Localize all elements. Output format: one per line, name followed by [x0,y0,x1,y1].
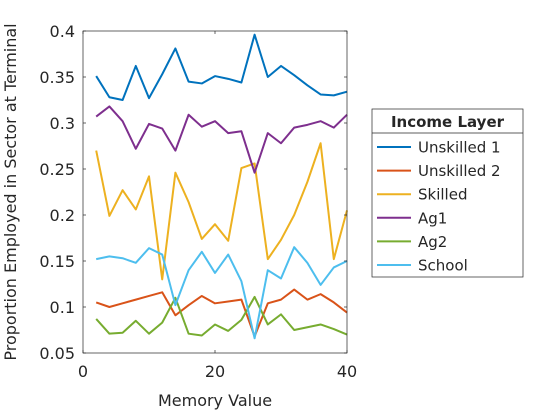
y-tick-label: 0.35 [39,68,75,87]
x-axis-label: Memory Value [158,391,272,410]
series-line-skilled [95,142,348,281]
legend-label-skilled: Skilled [418,186,467,204]
series-line-school [95,246,348,340]
legend-label-unskilled-1: Unskilled 1 [418,139,501,157]
legend-label-ag1: Ag1 [418,209,447,227]
legend-label-ag2: Ag2 [418,233,447,251]
legend-box [371,108,524,278]
legend-label-school: School [418,257,468,275]
y-tick-label: 0.05 [39,344,75,363]
x-axis: 0 20 40 [78,31,357,381]
x-tick-label: 40 [337,362,357,381]
y-tick-label: 0.25 [39,160,75,179]
y-tick-label: 0.1 [50,298,75,317]
series-line-unskilled-1 [95,33,348,101]
legend-title: Income Layer [391,113,505,131]
legend-label-unskilled-2: Unskilled 2 [418,162,501,180]
plot-lines [95,33,348,340]
x-tick-label: 20 [205,362,225,381]
series-line-ag2 [95,295,348,337]
y-axis: 0.05 0.1 0.15 0.2 0.25 0.3 0.35 0.4 [39,22,347,363]
y-tick-label: 0.15 [39,252,75,271]
x-tick-label: 0 [78,362,88,381]
legend: Income Layer Unskilled 1 Unskilled 2 Skill… [371,108,524,278]
series-line-ag1 [95,105,348,174]
y-axis-label: Proportion Employed in Sector at Termina… [1,23,20,360]
y-tick-label: 0.4 [50,22,75,41]
series-line-unskilled-2 [95,288,348,338]
y-tick-label: 0.2 [50,206,75,225]
y-tick-label: 0.3 [50,114,75,133]
